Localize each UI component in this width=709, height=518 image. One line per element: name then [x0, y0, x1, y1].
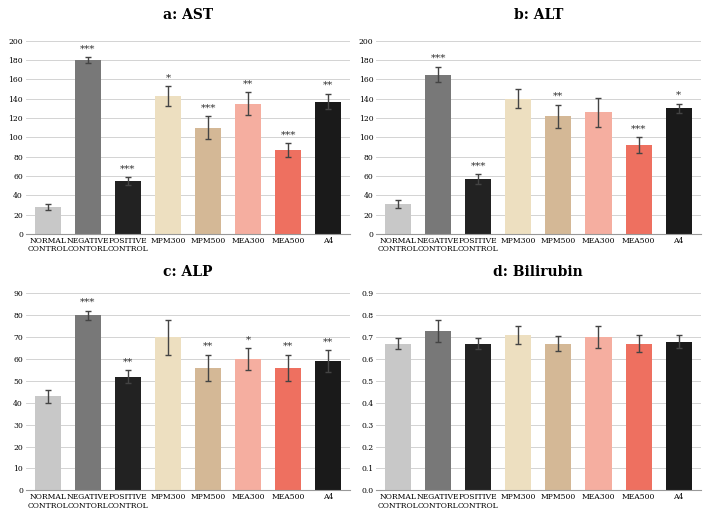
Text: ***: ***: [121, 164, 135, 174]
Bar: [115, 377, 141, 491]
Bar: [506, 335, 531, 491]
Text: **: **: [323, 338, 333, 347]
Bar: [625, 344, 652, 491]
Bar: [155, 96, 181, 234]
Bar: [506, 99, 531, 234]
Text: ***: ***: [471, 162, 486, 170]
Title: c: ALP: c: ALP: [163, 265, 213, 279]
Bar: [586, 112, 611, 234]
Text: *: *: [676, 91, 681, 100]
Bar: [545, 344, 571, 491]
Bar: [465, 344, 491, 491]
Bar: [666, 108, 692, 234]
Text: ***: ***: [201, 104, 216, 112]
Bar: [35, 396, 61, 491]
Bar: [155, 337, 181, 491]
Bar: [115, 181, 141, 234]
Bar: [545, 116, 571, 234]
Bar: [316, 102, 341, 234]
Text: *: *: [165, 74, 171, 82]
Bar: [275, 368, 301, 491]
Text: ***: ***: [631, 125, 646, 134]
Bar: [195, 128, 221, 234]
Bar: [195, 368, 221, 491]
Bar: [316, 361, 341, 491]
Bar: [385, 344, 411, 491]
Bar: [666, 341, 692, 491]
Bar: [235, 104, 261, 234]
Text: **: **: [243, 79, 253, 88]
Text: **: **: [283, 342, 294, 351]
Text: ***: ***: [80, 45, 96, 53]
Bar: [75, 60, 101, 234]
Text: **: **: [123, 357, 133, 366]
Text: ***: ***: [80, 298, 96, 307]
Text: *: *: [245, 335, 251, 344]
Title: d: Bilirubin: d: Bilirubin: [493, 265, 584, 279]
Bar: [625, 145, 652, 234]
Title: b: ALT: b: ALT: [514, 8, 563, 22]
Text: ***: ***: [430, 54, 446, 63]
Title: a: AST: a: AST: [163, 8, 213, 22]
Bar: [35, 207, 61, 234]
Bar: [385, 204, 411, 234]
Text: **: **: [553, 92, 564, 101]
Bar: [235, 359, 261, 491]
Bar: [586, 337, 611, 491]
Text: **: **: [323, 81, 333, 90]
Bar: [465, 179, 491, 234]
Bar: [275, 150, 301, 234]
Bar: [425, 75, 451, 234]
Bar: [425, 330, 451, 491]
Text: ***: ***: [281, 131, 296, 139]
Text: **: **: [203, 342, 213, 351]
Bar: [75, 315, 101, 491]
